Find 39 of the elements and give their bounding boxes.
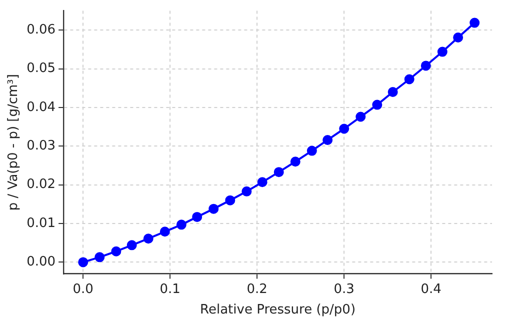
x-axis-title: Relative Pressure (p/p0) xyxy=(200,302,356,318)
point xyxy=(176,220,186,230)
y-tick-label: 0.05 xyxy=(26,61,56,76)
y-tick-label: 0.02 xyxy=(26,177,56,192)
x-tick-label: 0.3 xyxy=(334,282,354,297)
point xyxy=(453,32,464,42)
point xyxy=(225,195,236,206)
y-tick-label: 0.00 xyxy=(26,254,56,270)
point xyxy=(290,156,300,167)
point xyxy=(372,100,382,110)
point xyxy=(143,234,154,244)
y-axis-title: p / Va(p0 - p) [g/cm³] xyxy=(6,74,22,211)
point xyxy=(94,252,105,262)
y-tick-label: 0.04 xyxy=(26,100,56,115)
point xyxy=(388,87,398,98)
point xyxy=(306,146,317,156)
point xyxy=(78,257,88,268)
point xyxy=(470,18,480,28)
x-tick-label: 0.4 xyxy=(420,282,442,297)
point xyxy=(437,46,448,57)
x-tick-label: 0.0 xyxy=(72,282,94,297)
point xyxy=(160,226,170,237)
point xyxy=(274,167,284,178)
point xyxy=(420,60,431,71)
point xyxy=(322,134,333,145)
x-tick-label: 0.1 xyxy=(160,282,180,297)
point xyxy=(404,74,414,84)
point xyxy=(242,186,252,196)
x-tick-label: 0.2 xyxy=(246,282,268,297)
y-tick-label: 0.06 xyxy=(26,22,56,38)
y-tick-label: 0.03 xyxy=(26,138,56,154)
point xyxy=(126,240,137,250)
point xyxy=(111,246,122,256)
point xyxy=(356,112,366,122)
point xyxy=(208,204,219,214)
y-tick-label: 0.01 xyxy=(26,216,56,231)
point xyxy=(339,124,350,134)
point xyxy=(192,212,202,222)
point xyxy=(257,177,268,188)
